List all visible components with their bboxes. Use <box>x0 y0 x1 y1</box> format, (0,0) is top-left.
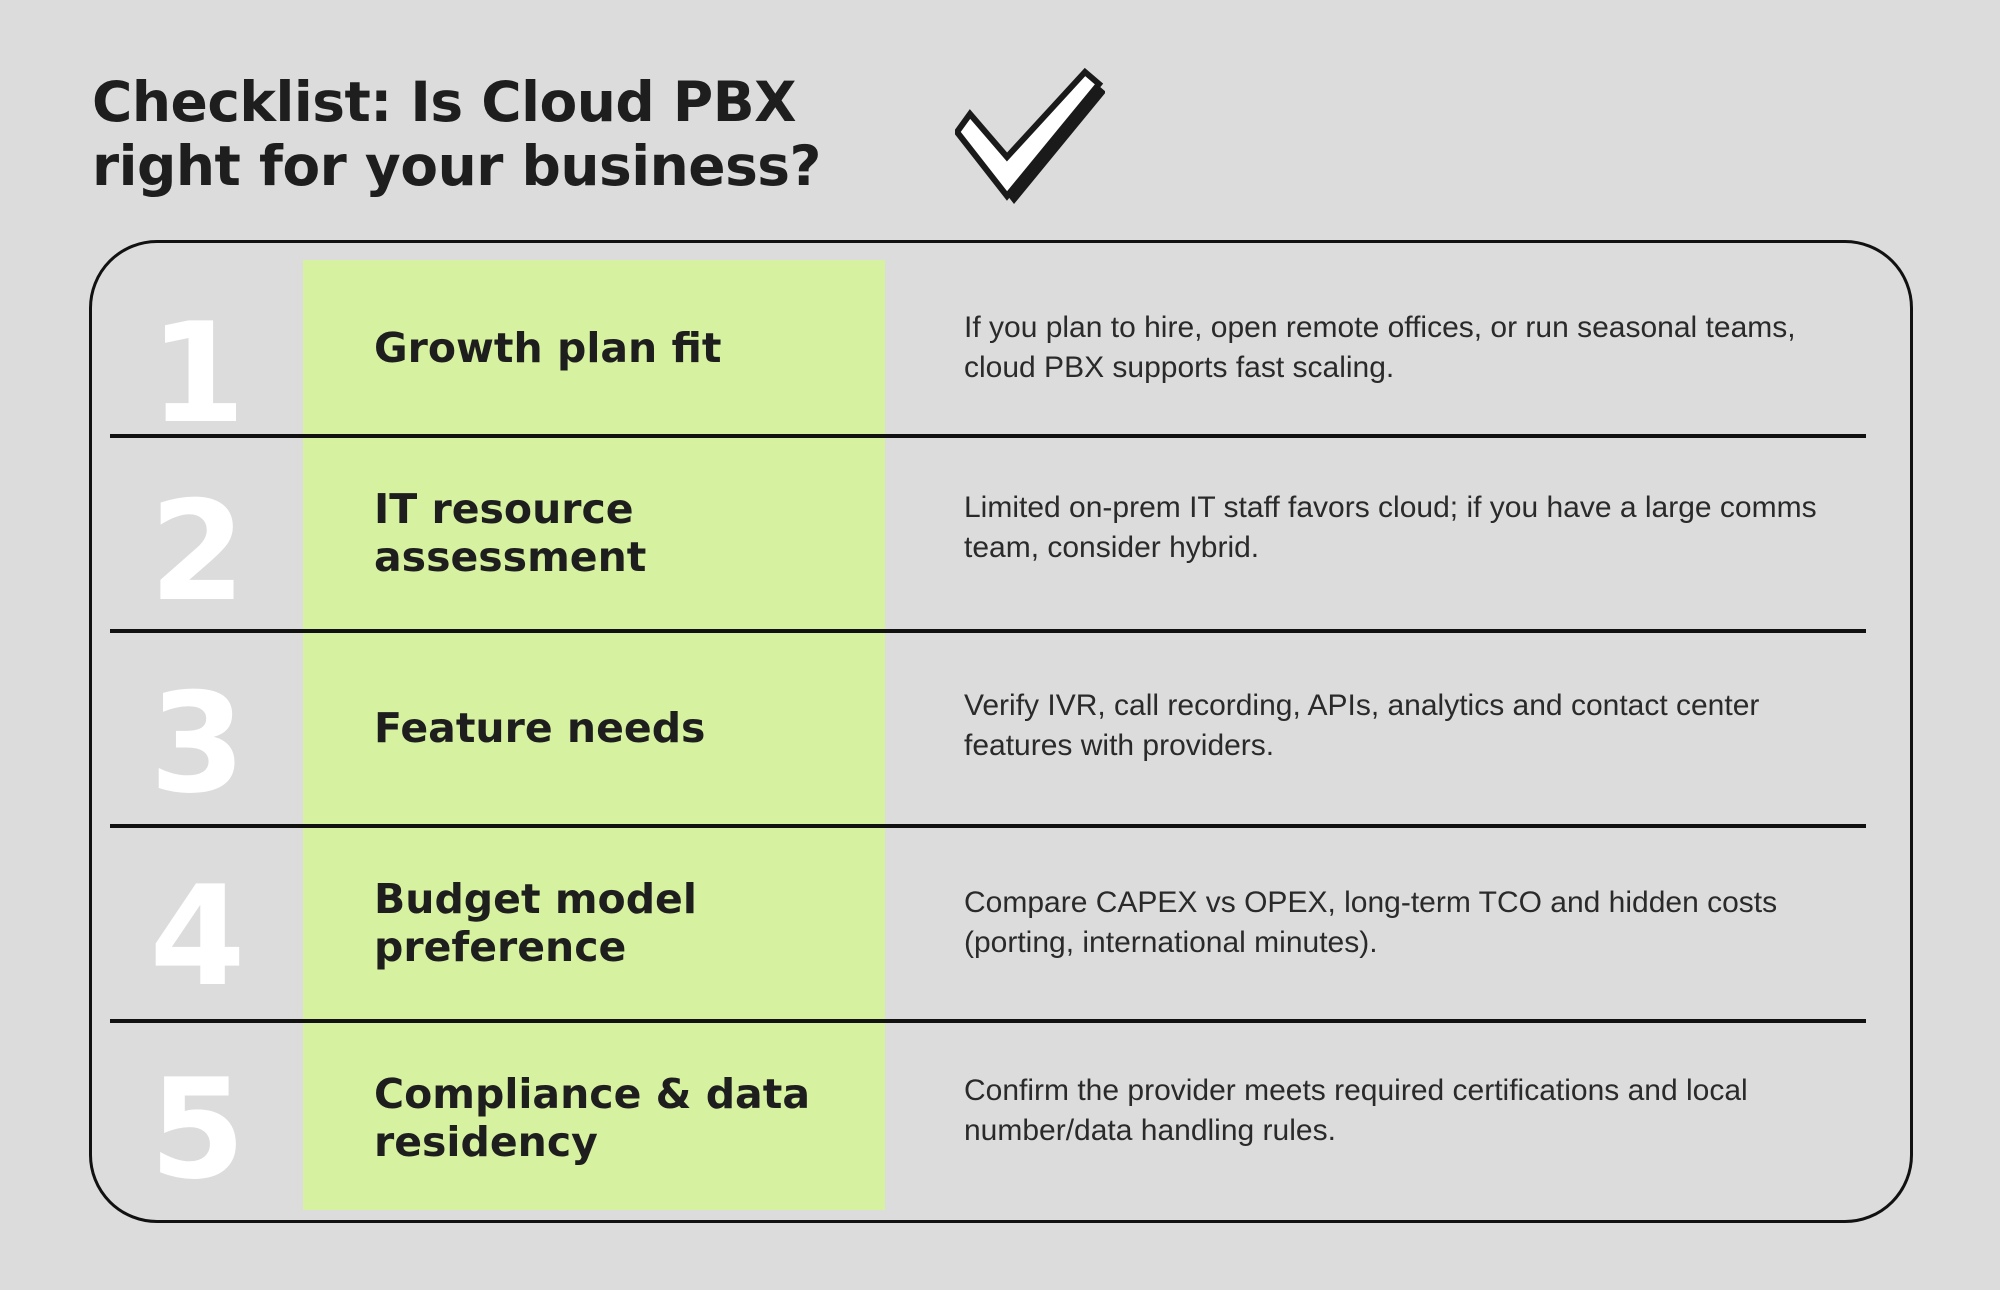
item-number-3: 3 <box>149 663 246 824</box>
row-divider <box>110 1019 1866 1023</box>
item-label-2: IT resource assessment <box>374 485 647 581</box>
item-description-5: Confirm the provider meets required cert… <box>964 1074 1748 1147</box>
item-description-3: Verify IVR, call recording, APIs, analyt… <box>964 689 1760 762</box>
item-number-5: 5 <box>149 1049 246 1210</box>
row-divider <box>110 434 1866 438</box>
item-label-5: Compliance & data residency <box>374 1070 810 1166</box>
checklist-card: 1 Growth plan fit If you plan to hire, o… <box>89 240 1913 1223</box>
item-number-2: 2 <box>149 471 246 632</box>
item-description-1: If you plan to hire, open remote offices… <box>964 311 1796 384</box>
item-label-3: Feature needs <box>374 704 706 752</box>
highlight-column <box>303 260 885 1210</box>
row-divider <box>110 824 1866 828</box>
item-number-1: 1 <box>149 293 246 454</box>
item-number-4: 4 <box>149 856 246 1017</box>
row-divider <box>110 629 1866 633</box>
page-title: Checklist: Is Cloud PBX right for your b… <box>92 70 821 198</box>
check-mark-icon <box>955 67 1105 204</box>
item-label-1: Growth plan fit <box>374 324 722 372</box>
item-description-4: Compare CAPEX vs OPEX, long-term TCO and… <box>964 886 1778 959</box>
item-label-4: Budget model preference <box>374 875 697 971</box>
item-description-2: Limited on-prem IT staff favors cloud; i… <box>964 491 1817 564</box>
